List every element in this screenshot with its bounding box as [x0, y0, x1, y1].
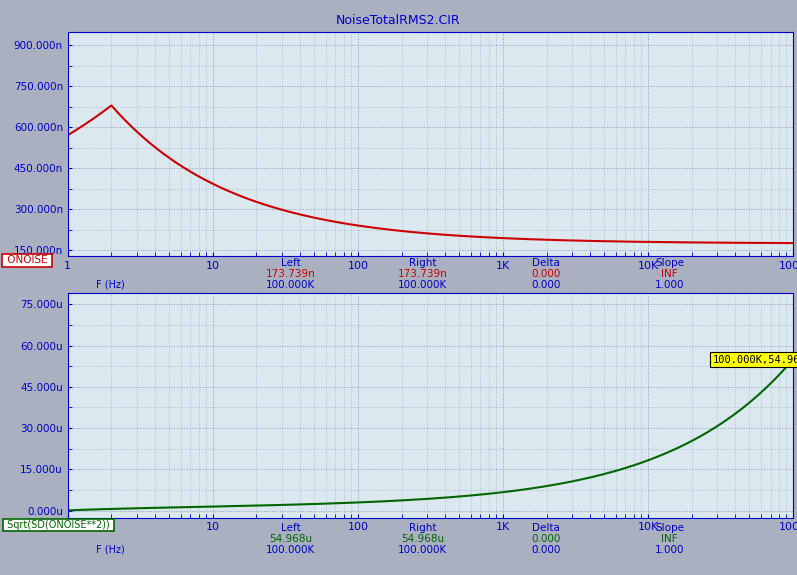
Text: Slope: Slope — [655, 523, 684, 533]
Text: 1.000: 1.000 — [654, 545, 685, 555]
Text: Delta: Delta — [532, 258, 559, 269]
Text: NoiseTotalRMS2.CIR: NoiseTotalRMS2.CIR — [336, 14, 461, 28]
Text: Right: Right — [409, 523, 436, 533]
Text: 0.000: 0.000 — [532, 545, 560, 555]
Text: 100.000K: 100.000K — [398, 279, 447, 290]
Text: F (Hz): F (Hz) — [96, 279, 124, 290]
Text: Sqrt(SD(ONOISE**2)): Sqrt(SD(ONOISE**2)) — [4, 520, 113, 530]
Text: 0.000: 0.000 — [532, 269, 560, 279]
Text: Left: Left — [281, 258, 300, 269]
Text: INF: INF — [662, 534, 677, 544]
Text: 1.000: 1.000 — [654, 279, 685, 290]
Text: 0.000: 0.000 — [532, 534, 560, 544]
Text: Slope: Slope — [655, 258, 684, 269]
Text: Right: Right — [409, 258, 436, 269]
Text: Left: Left — [281, 523, 300, 533]
Text: 100.000K: 100.000K — [266, 279, 316, 290]
Text: 173.739n: 173.739n — [398, 269, 447, 279]
Text: 173.739n: 173.739n — [266, 269, 316, 279]
Text: F (Hz): F (Hz) — [96, 545, 124, 555]
Text: INF: INF — [662, 269, 677, 279]
Text: 100.000K: 100.000K — [398, 545, 447, 555]
Text: 54.968u: 54.968u — [269, 534, 312, 544]
Text: Delta: Delta — [532, 523, 559, 533]
Text: 54.968u: 54.968u — [401, 534, 444, 544]
Text: 100.000K: 100.000K — [266, 545, 316, 555]
Text: 0.000: 0.000 — [532, 279, 560, 290]
Text: ONOISE: ONOISE — [4, 255, 51, 266]
Text: 100.000K,54.968u: 100.000K,54.968u — [713, 355, 797, 365]
